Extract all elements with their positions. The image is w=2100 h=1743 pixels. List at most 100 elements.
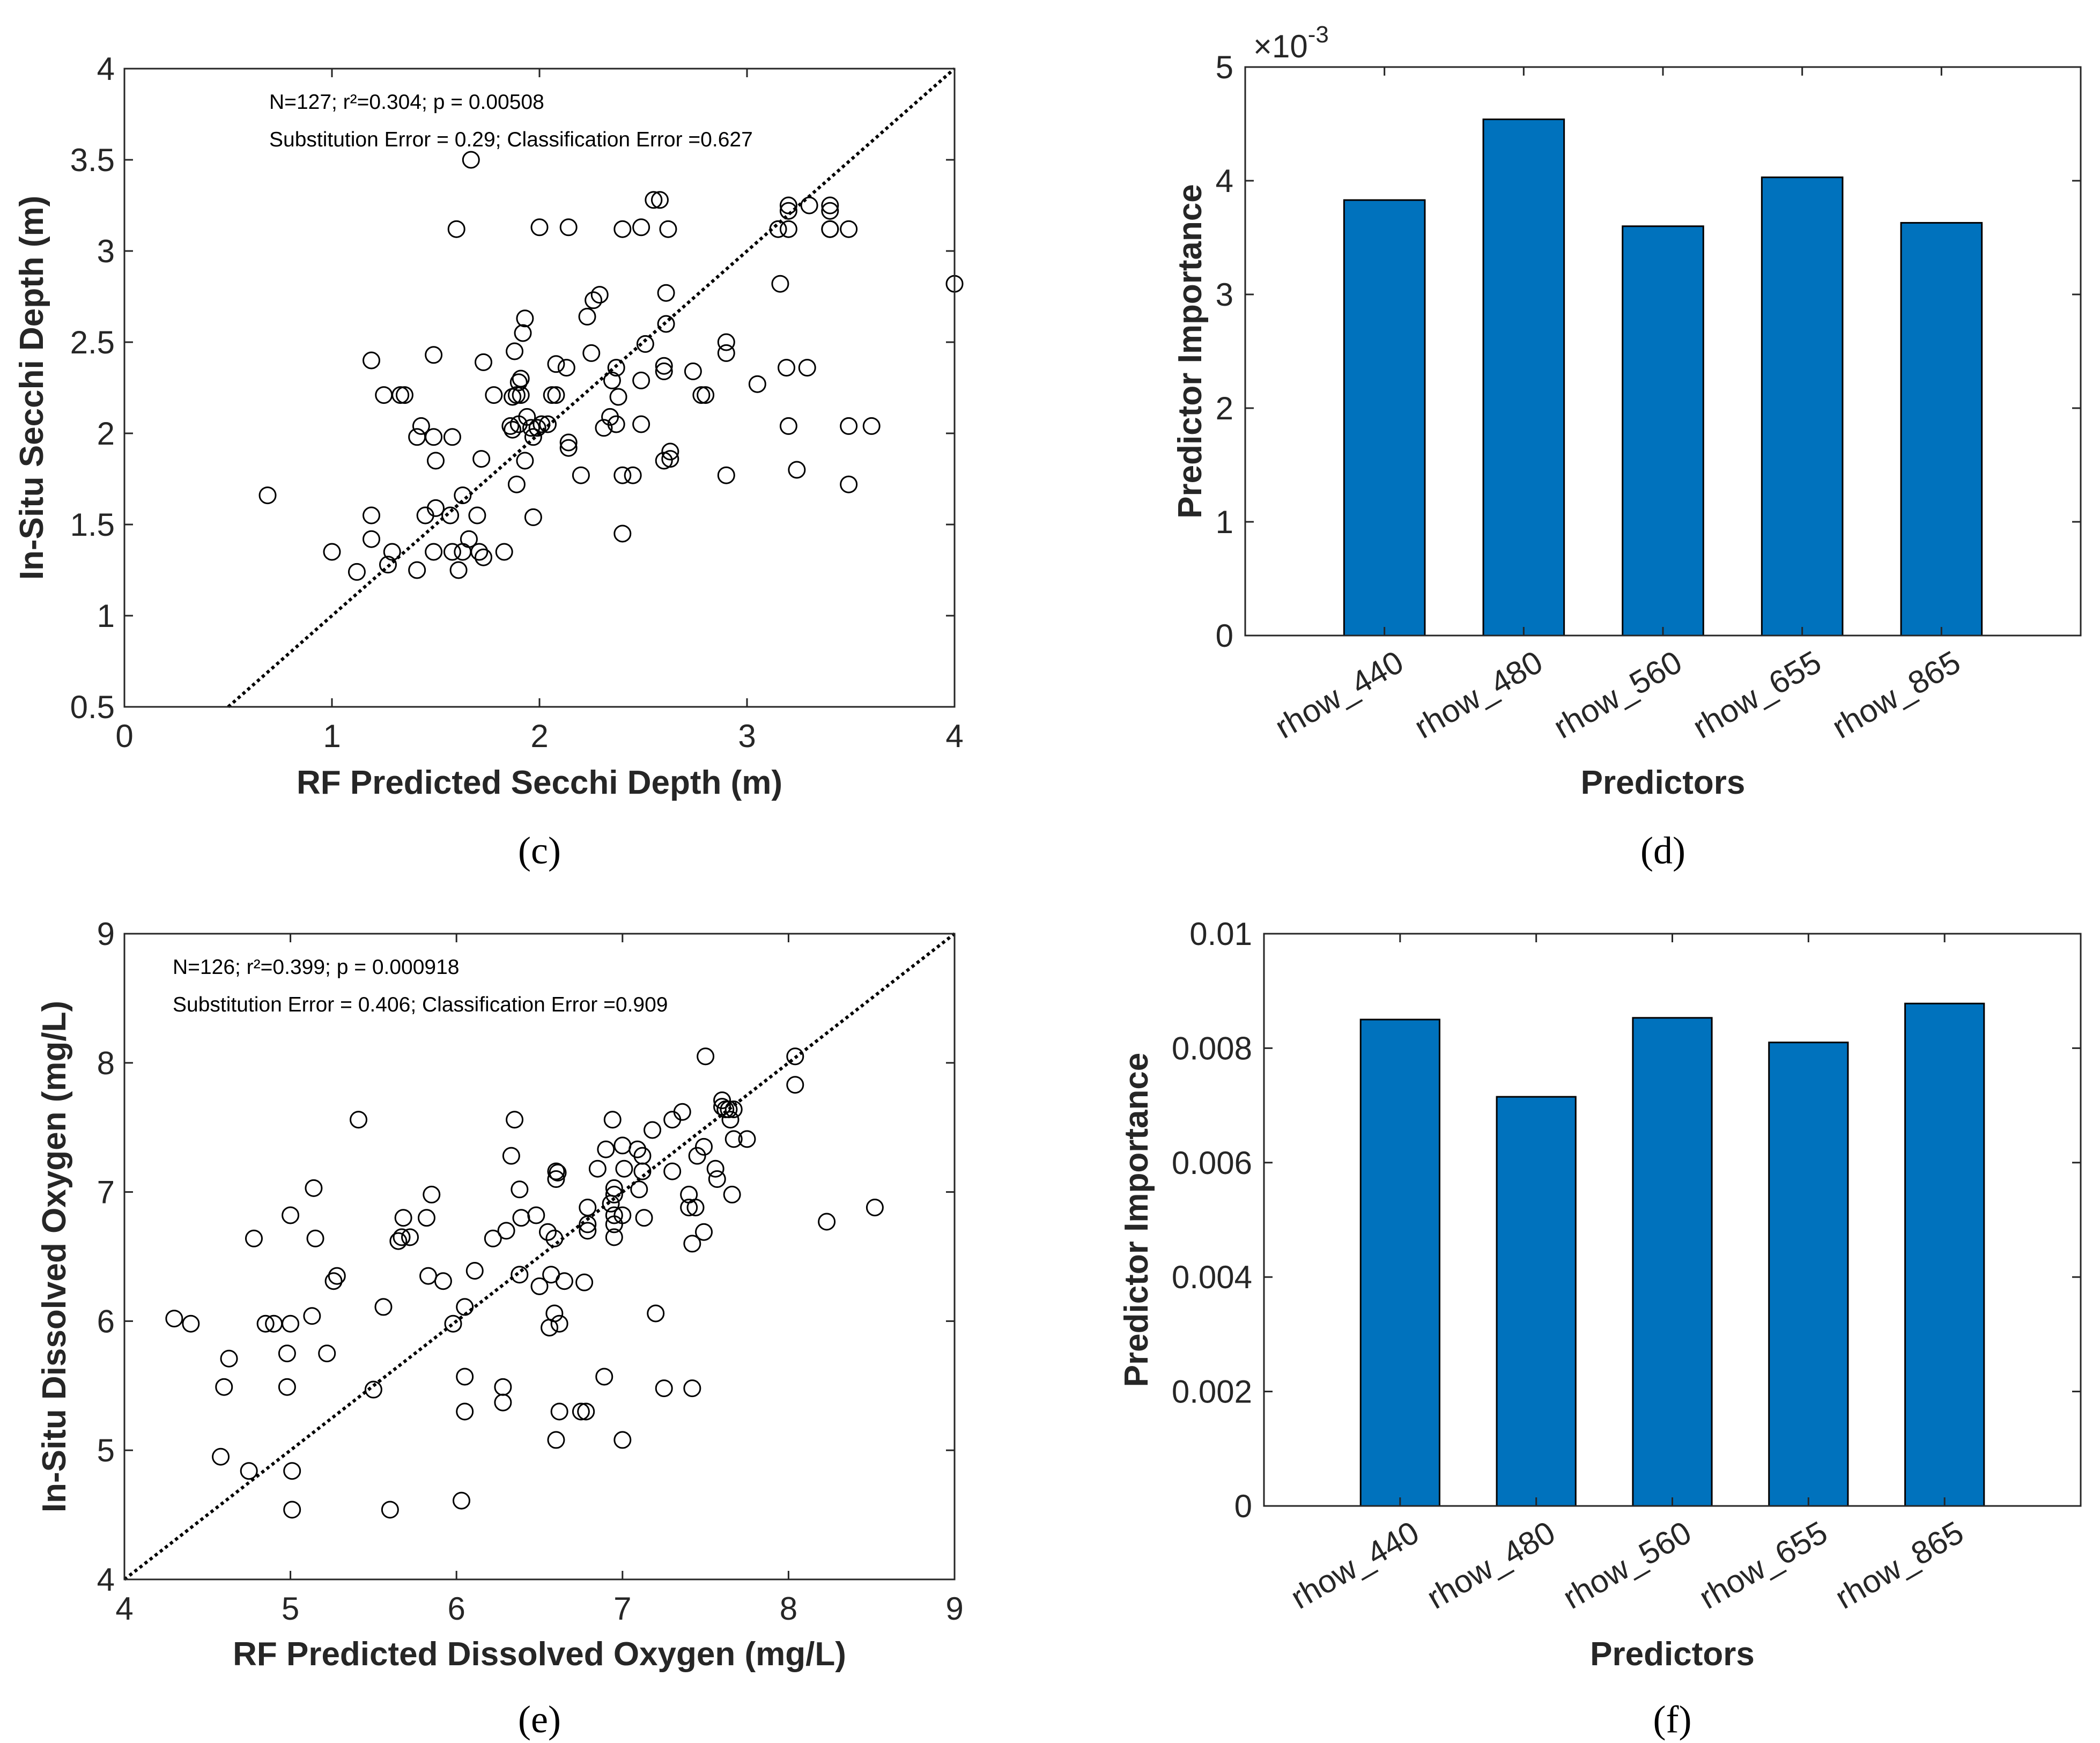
data-point: [545, 1304, 564, 1323]
y-tick-label: 1: [1216, 504, 1233, 540]
data-point: [465, 1261, 484, 1280]
data-point: [506, 342, 524, 360]
data-point: [657, 284, 675, 302]
data-point: [547, 386, 565, 404]
data-point: [509, 373, 528, 392]
data-point: [303, 1307, 321, 1325]
data-point: [821, 220, 839, 238]
data-point: [613, 525, 632, 543]
data-point: [470, 543, 489, 561]
y-tick-label: 0.004: [1172, 1259, 1252, 1295]
data-point: [220, 1349, 238, 1368]
data-point: [456, 1402, 474, 1421]
data-point: [862, 417, 881, 435]
data-point: [683, 1379, 701, 1398]
x-tick-label: 8: [780, 1591, 797, 1627]
data-point: [575, 1273, 594, 1291]
y-tick-label: 2: [1216, 390, 1233, 426]
data-point: [282, 1206, 300, 1224]
y-axis-label: In-Situ Secchi Depth (m): [13, 196, 50, 580]
data-point: [547, 1431, 565, 1449]
data-point: [328, 1267, 346, 1285]
bar-rhow_440: [1343, 199, 1426, 637]
data-point: [394, 1209, 412, 1227]
reference-line-1to1: [123, 932, 956, 1581]
data-point: [364, 1380, 382, 1399]
data-point: [506, 1111, 524, 1129]
x-tick-label: rhow_865: [1826, 644, 1966, 745]
data-point: [425, 346, 443, 364]
data-point: [579, 1198, 597, 1216]
x-tick-label: rhow_480: [1408, 644, 1549, 745]
data-point: [472, 450, 491, 468]
data-point: [615, 1159, 633, 1178]
data-point: [695, 1223, 713, 1241]
data-point: [350, 1111, 368, 1129]
data-point: [779, 196, 797, 215]
panel-label: (c): [518, 829, 561, 872]
data-point: [495, 543, 513, 561]
data-point: [443, 428, 461, 446]
data-point: [590, 286, 609, 304]
data-point: [779, 202, 797, 220]
data-point: [635, 1209, 653, 1227]
data-point: [609, 388, 627, 406]
data-point: [680, 1198, 698, 1216]
data-point: [579, 1222, 597, 1240]
data-point: [507, 386, 526, 404]
data-point: [840, 417, 858, 435]
data-point: [484, 1229, 502, 1247]
bar-rhow_865: [1900, 221, 1983, 637]
y-tick-label: 0.5: [70, 689, 115, 725]
data-point: [557, 359, 575, 377]
x-tick-label: 1: [323, 718, 341, 754]
data-point: [501, 417, 520, 435]
y-tick-label: 0.01: [1189, 916, 1252, 952]
data-point: [516, 452, 534, 470]
data-point: [452, 1491, 470, 1510]
data-point: [512, 1209, 530, 1227]
data-point: [721, 1111, 740, 1129]
data-point: [559, 218, 578, 237]
data-point: [717, 333, 735, 351]
y-tick-label: 0.006: [1172, 1145, 1252, 1181]
x-tick-label: rhow_655: [1693, 1514, 1833, 1616]
data-point: [550, 1402, 568, 1421]
data-point: [713, 1091, 731, 1110]
data-point: [524, 428, 542, 446]
axis-exponent-power: -3: [1308, 21, 1329, 48]
data-point: [706, 1159, 724, 1178]
data-point: [363, 530, 381, 548]
stats-annotation-line1: N=127; r²=0.304; p = 0.00508: [269, 91, 544, 114]
data-point: [379, 556, 397, 574]
data-point: [559, 433, 578, 452]
x-tick-label: rhow_440: [1285, 1514, 1425, 1616]
data-point: [395, 386, 413, 404]
data-point: [866, 1198, 884, 1216]
data-point: [381, 1501, 399, 1519]
data-point: [282, 1314, 300, 1333]
y-tick-label: 0.002: [1172, 1374, 1252, 1410]
data-point: [613, 1136, 632, 1155]
data-point: [630, 1180, 648, 1199]
data-point: [717, 466, 735, 484]
data-point: [692, 386, 711, 404]
data-point: [800, 196, 818, 215]
data-point: [605, 1185, 623, 1203]
data-point: [786, 1047, 804, 1066]
data-point: [511, 1266, 529, 1284]
data-point: [661, 450, 679, 468]
data-point: [318, 1345, 336, 1363]
bar-rhow_655: [1761, 176, 1844, 637]
data-point: [502, 1147, 520, 1165]
x-tick-label: rhow_560: [1548, 644, 1688, 745]
data-point: [697, 1047, 715, 1066]
data-point: [605, 1228, 623, 1246]
bar-rhow_560: [1622, 225, 1704, 637]
x-axis-label: RF Predicted Secchi Depth (m): [297, 764, 782, 801]
data-point: [449, 561, 468, 579]
data-point: [524, 508, 542, 526]
data-point: [695, 1138, 713, 1156]
data-point: [462, 151, 480, 169]
data-point: [245, 1229, 263, 1247]
